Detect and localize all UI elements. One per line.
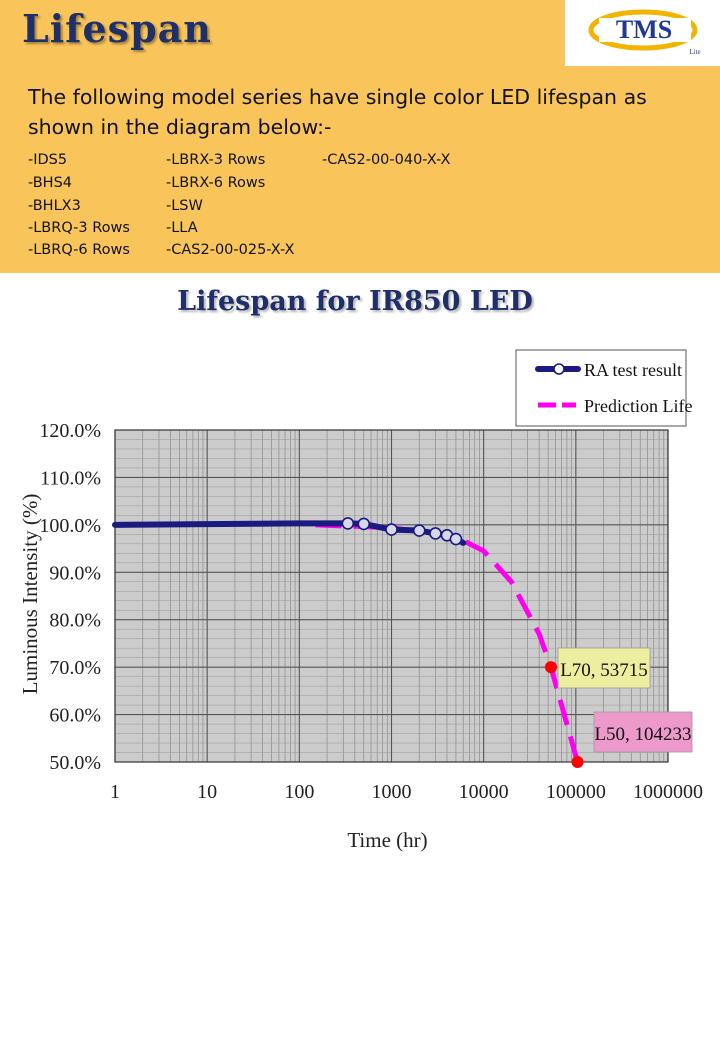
ra-test-point xyxy=(341,517,355,530)
x-axis-label: Time (hr) xyxy=(347,828,427,852)
model-item: -IDS5 xyxy=(28,152,68,168)
model-item: -BHS4 xyxy=(28,175,72,191)
legend-label-ra: RA test result xyxy=(584,360,682,380)
ra-test-point xyxy=(412,524,426,537)
ra-test-point xyxy=(385,523,398,536)
intro-text: The following model series have single c… xyxy=(28,85,647,139)
model-item: -CAS2-00-040-X-X xyxy=(322,152,451,168)
l50-callout-box xyxy=(593,711,693,753)
y-tick-label: 90.0% xyxy=(49,562,101,584)
model-item: -LBRX-3 Rows xyxy=(166,152,266,168)
y-tick-label: 110.0% xyxy=(40,467,101,489)
logo-subtext: Lite xyxy=(689,48,700,56)
l50-callout-label: L50, 104233 xyxy=(594,724,691,745)
model-item: -CAS2-00-025-X-X xyxy=(166,242,295,258)
y-tick-label: 70.0% xyxy=(49,657,101,679)
legend-box xyxy=(515,349,687,427)
x-tick-label: 100000 xyxy=(546,781,606,803)
header-banner: Lifespan TMS Lite The following model se… xyxy=(0,0,720,273)
lifespan-chart: 50.0% 60.0% 70.0% 80.0% 90.0% 100.0% 110.0% 120… xyxy=(18,349,703,852)
x-tick-label: 10000 xyxy=(459,781,509,803)
model-item: -LLA xyxy=(166,220,198,236)
y-tick-label: 100.0% xyxy=(39,515,101,537)
ra-test-point xyxy=(429,527,442,540)
x-tick-label: 1 xyxy=(110,781,120,803)
l70-callout-label: L70, 53715 xyxy=(560,660,648,681)
x-tick-label: 1000 xyxy=(372,781,412,803)
y-tick-label: 50.0% xyxy=(49,752,101,774)
l70-callout-box xyxy=(557,647,651,689)
logo-text: TMS xyxy=(616,15,672,44)
chart-title: Lifespan for IR850 LED xyxy=(177,286,533,317)
y-axis-label: Luminous Intensity (%) xyxy=(18,494,42,695)
x-tick-label: 100 xyxy=(284,781,314,803)
tms-logo-icon: TMS Lite xyxy=(588,9,701,56)
x-tick-label: 10 xyxy=(197,781,217,803)
ra-test-point xyxy=(449,532,463,546)
model-item: -BHLX3 xyxy=(28,198,81,214)
plot-frame xyxy=(114,429,669,763)
x-tick-label: 1000000 xyxy=(633,781,703,803)
model-item: -LBRQ-3 Rows xyxy=(28,220,130,236)
legend-marker-ra xyxy=(553,363,565,375)
y-tick-label: 120.0% xyxy=(39,420,101,442)
ra-test-point xyxy=(357,517,371,531)
l70-point xyxy=(544,661,557,674)
y-tick-label: 60.0% xyxy=(49,705,101,727)
logo: TMS Lite xyxy=(565,0,720,66)
model-item: -LBRQ-6 Rows xyxy=(28,242,130,258)
l50-point xyxy=(571,756,584,768)
page-title: Lifespan xyxy=(22,6,212,51)
legend-label-prediction: Prediction Life xyxy=(584,396,692,416)
model-item: -LBRX-6 Rows xyxy=(166,175,266,191)
model-item: -LSW xyxy=(166,198,203,214)
y-tick-label: 80.0% xyxy=(49,610,101,632)
